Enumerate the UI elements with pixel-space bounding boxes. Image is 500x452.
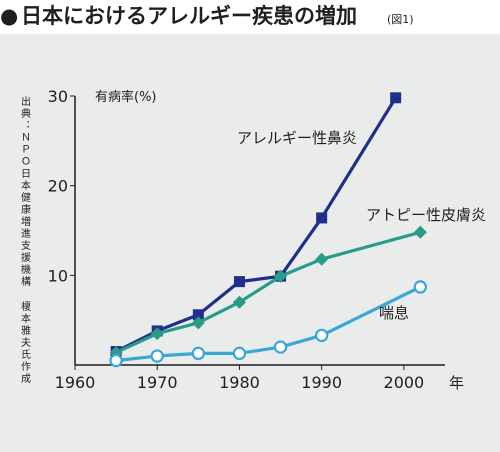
figure-label: (図1) xyxy=(387,13,414,26)
x-axis-label: 年 xyxy=(449,374,464,392)
series-3-point xyxy=(191,346,206,361)
series-3-point xyxy=(314,328,329,343)
series-3-point xyxy=(109,353,123,368)
y-tick-label: 20 xyxy=(48,177,68,196)
x-tick-label: 1970 xyxy=(137,373,178,392)
y-axis-label: 有病率(%) xyxy=(95,89,157,105)
chart-panel xyxy=(0,34,500,452)
axes-group xyxy=(70,95,445,370)
labels-layer: 1960 1970 1980 1990 2000 年 10 20 30 有病率(%) アレルギー性鼻… xyxy=(48,87,486,392)
x-tick-label: 1990 xyxy=(301,373,342,392)
series-2-point xyxy=(191,316,205,330)
series-3-point xyxy=(150,349,164,363)
series-2-point xyxy=(274,269,288,283)
series-3-point xyxy=(413,280,428,294)
series-2-point xyxy=(315,252,329,266)
title-bullet: ● xyxy=(0,4,18,28)
series-1-point xyxy=(192,309,204,321)
series-3-point xyxy=(273,340,288,354)
x-tick-label: 1980 xyxy=(219,373,260,392)
series-2-point xyxy=(150,327,164,341)
series-label-allergic-rhinitis: アレルギー性鼻炎 xyxy=(237,129,357,147)
source-note: 出典：ＮＰＯ日本健康増進支援機構 榎本雅夫氏作成 xyxy=(19,95,31,385)
x-tick-label: 1960 xyxy=(55,373,96,392)
series-1-point xyxy=(390,92,402,104)
series-1-point xyxy=(233,276,245,288)
series-label-asthma: 喘息 xyxy=(379,304,409,322)
series-2-point xyxy=(232,295,246,309)
series-2-point xyxy=(413,225,427,239)
series-label-atopic-dermatitis: アトピー性皮膚炎 xyxy=(366,206,486,224)
chart-title: 日本におけるアレルギー疾患の増加 xyxy=(21,4,357,28)
series-layer xyxy=(109,92,428,368)
x-tick-label: 2000 xyxy=(384,373,425,392)
series-1-point xyxy=(316,212,328,224)
series-3-point xyxy=(232,346,247,361)
y-tick-label: 10 xyxy=(48,266,68,285)
y-tick-label: 30 xyxy=(48,87,68,106)
